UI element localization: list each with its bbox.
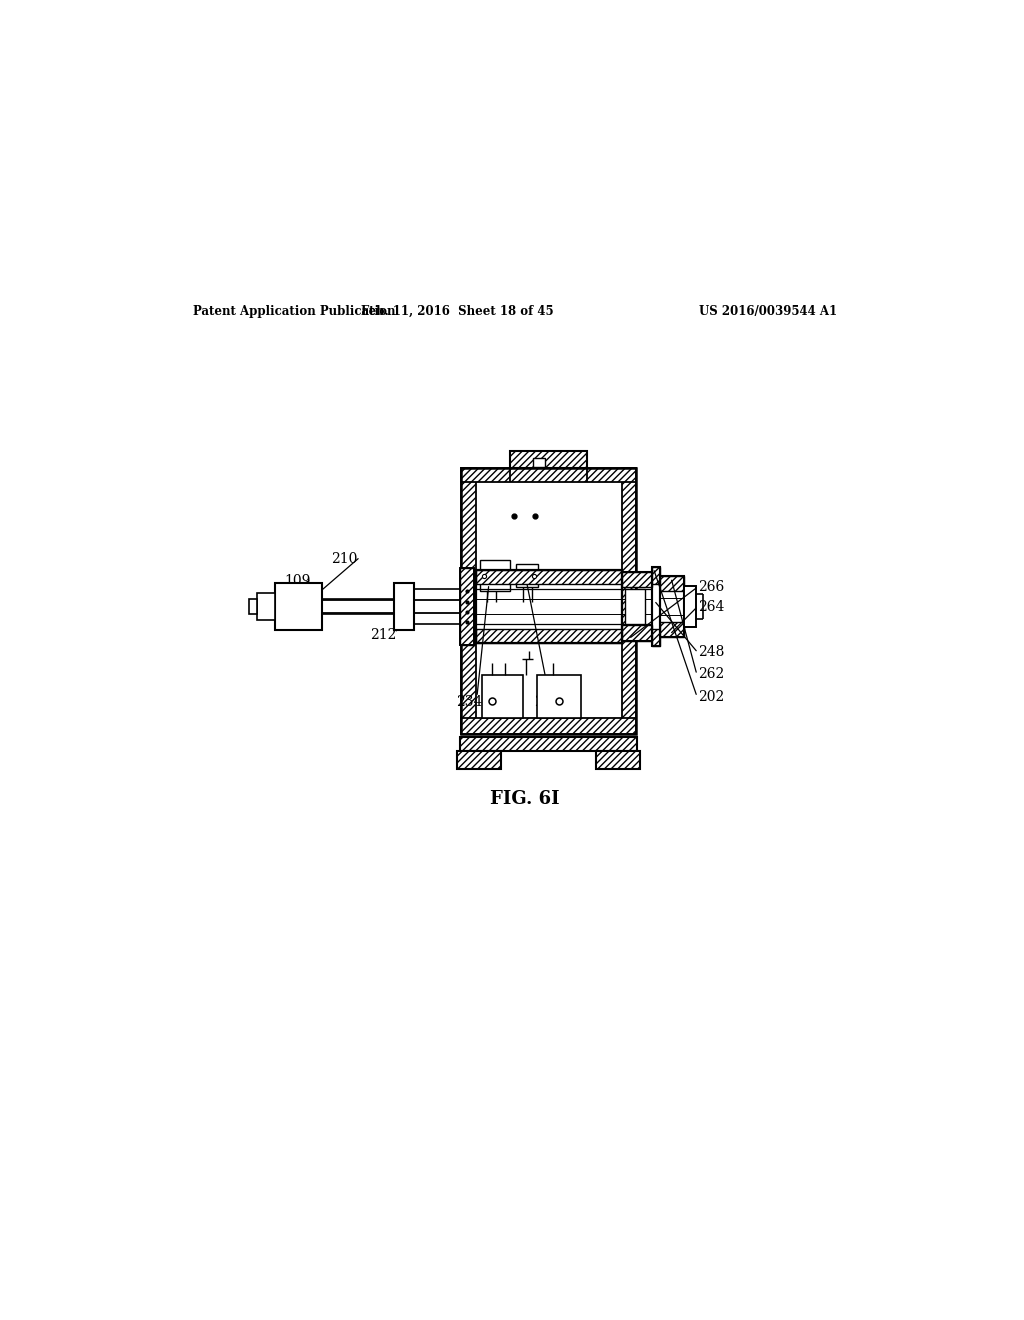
Bar xyxy=(257,593,274,620)
Bar xyxy=(510,450,587,469)
Bar xyxy=(458,751,501,768)
Bar xyxy=(659,577,684,636)
Bar xyxy=(460,568,474,645)
Bar xyxy=(516,565,539,586)
Bar xyxy=(475,570,622,585)
Bar xyxy=(461,469,475,734)
Text: 234: 234 xyxy=(456,696,482,709)
Bar xyxy=(622,572,652,587)
Text: 266: 266 xyxy=(697,581,724,594)
Bar xyxy=(652,628,659,645)
Bar xyxy=(482,675,523,718)
Bar xyxy=(622,626,652,642)
Bar xyxy=(461,718,636,734)
Text: US 2016/0039544 A1: US 2016/0039544 A1 xyxy=(699,305,838,318)
Bar xyxy=(622,469,636,734)
Bar xyxy=(659,622,684,636)
Bar xyxy=(659,577,684,590)
Bar xyxy=(479,561,510,590)
Text: 210: 210 xyxy=(332,552,357,566)
Text: 262: 262 xyxy=(697,667,724,681)
Text: 202: 202 xyxy=(697,690,724,704)
Text: FIG. 6I: FIG. 6I xyxy=(490,789,559,808)
Bar xyxy=(596,751,640,768)
Bar xyxy=(458,751,501,768)
Text: 212: 212 xyxy=(371,628,396,642)
Bar xyxy=(475,570,622,643)
Bar xyxy=(250,598,257,614)
Text: Patent Application Publication: Patent Application Publication xyxy=(194,305,395,318)
Bar xyxy=(460,737,638,751)
Bar xyxy=(460,737,638,751)
Bar xyxy=(460,568,474,645)
Text: 248: 248 xyxy=(697,644,724,659)
Text: 109: 109 xyxy=(284,574,310,587)
Bar xyxy=(475,628,622,643)
Text: 262: 262 xyxy=(534,696,560,709)
Bar xyxy=(394,582,414,630)
Bar xyxy=(461,469,636,483)
Bar xyxy=(622,572,652,642)
Bar xyxy=(596,751,640,768)
Bar xyxy=(652,566,659,645)
Bar xyxy=(538,675,582,718)
Text: 264: 264 xyxy=(697,601,724,614)
Bar xyxy=(461,469,636,734)
Bar xyxy=(534,458,545,467)
Bar xyxy=(684,586,696,627)
Bar xyxy=(274,582,323,630)
Bar xyxy=(510,450,587,469)
Bar xyxy=(625,589,645,624)
Text: Feb. 11, 2016  Sheet 18 of 45: Feb. 11, 2016 Sheet 18 of 45 xyxy=(361,305,554,318)
Bar xyxy=(652,566,659,585)
